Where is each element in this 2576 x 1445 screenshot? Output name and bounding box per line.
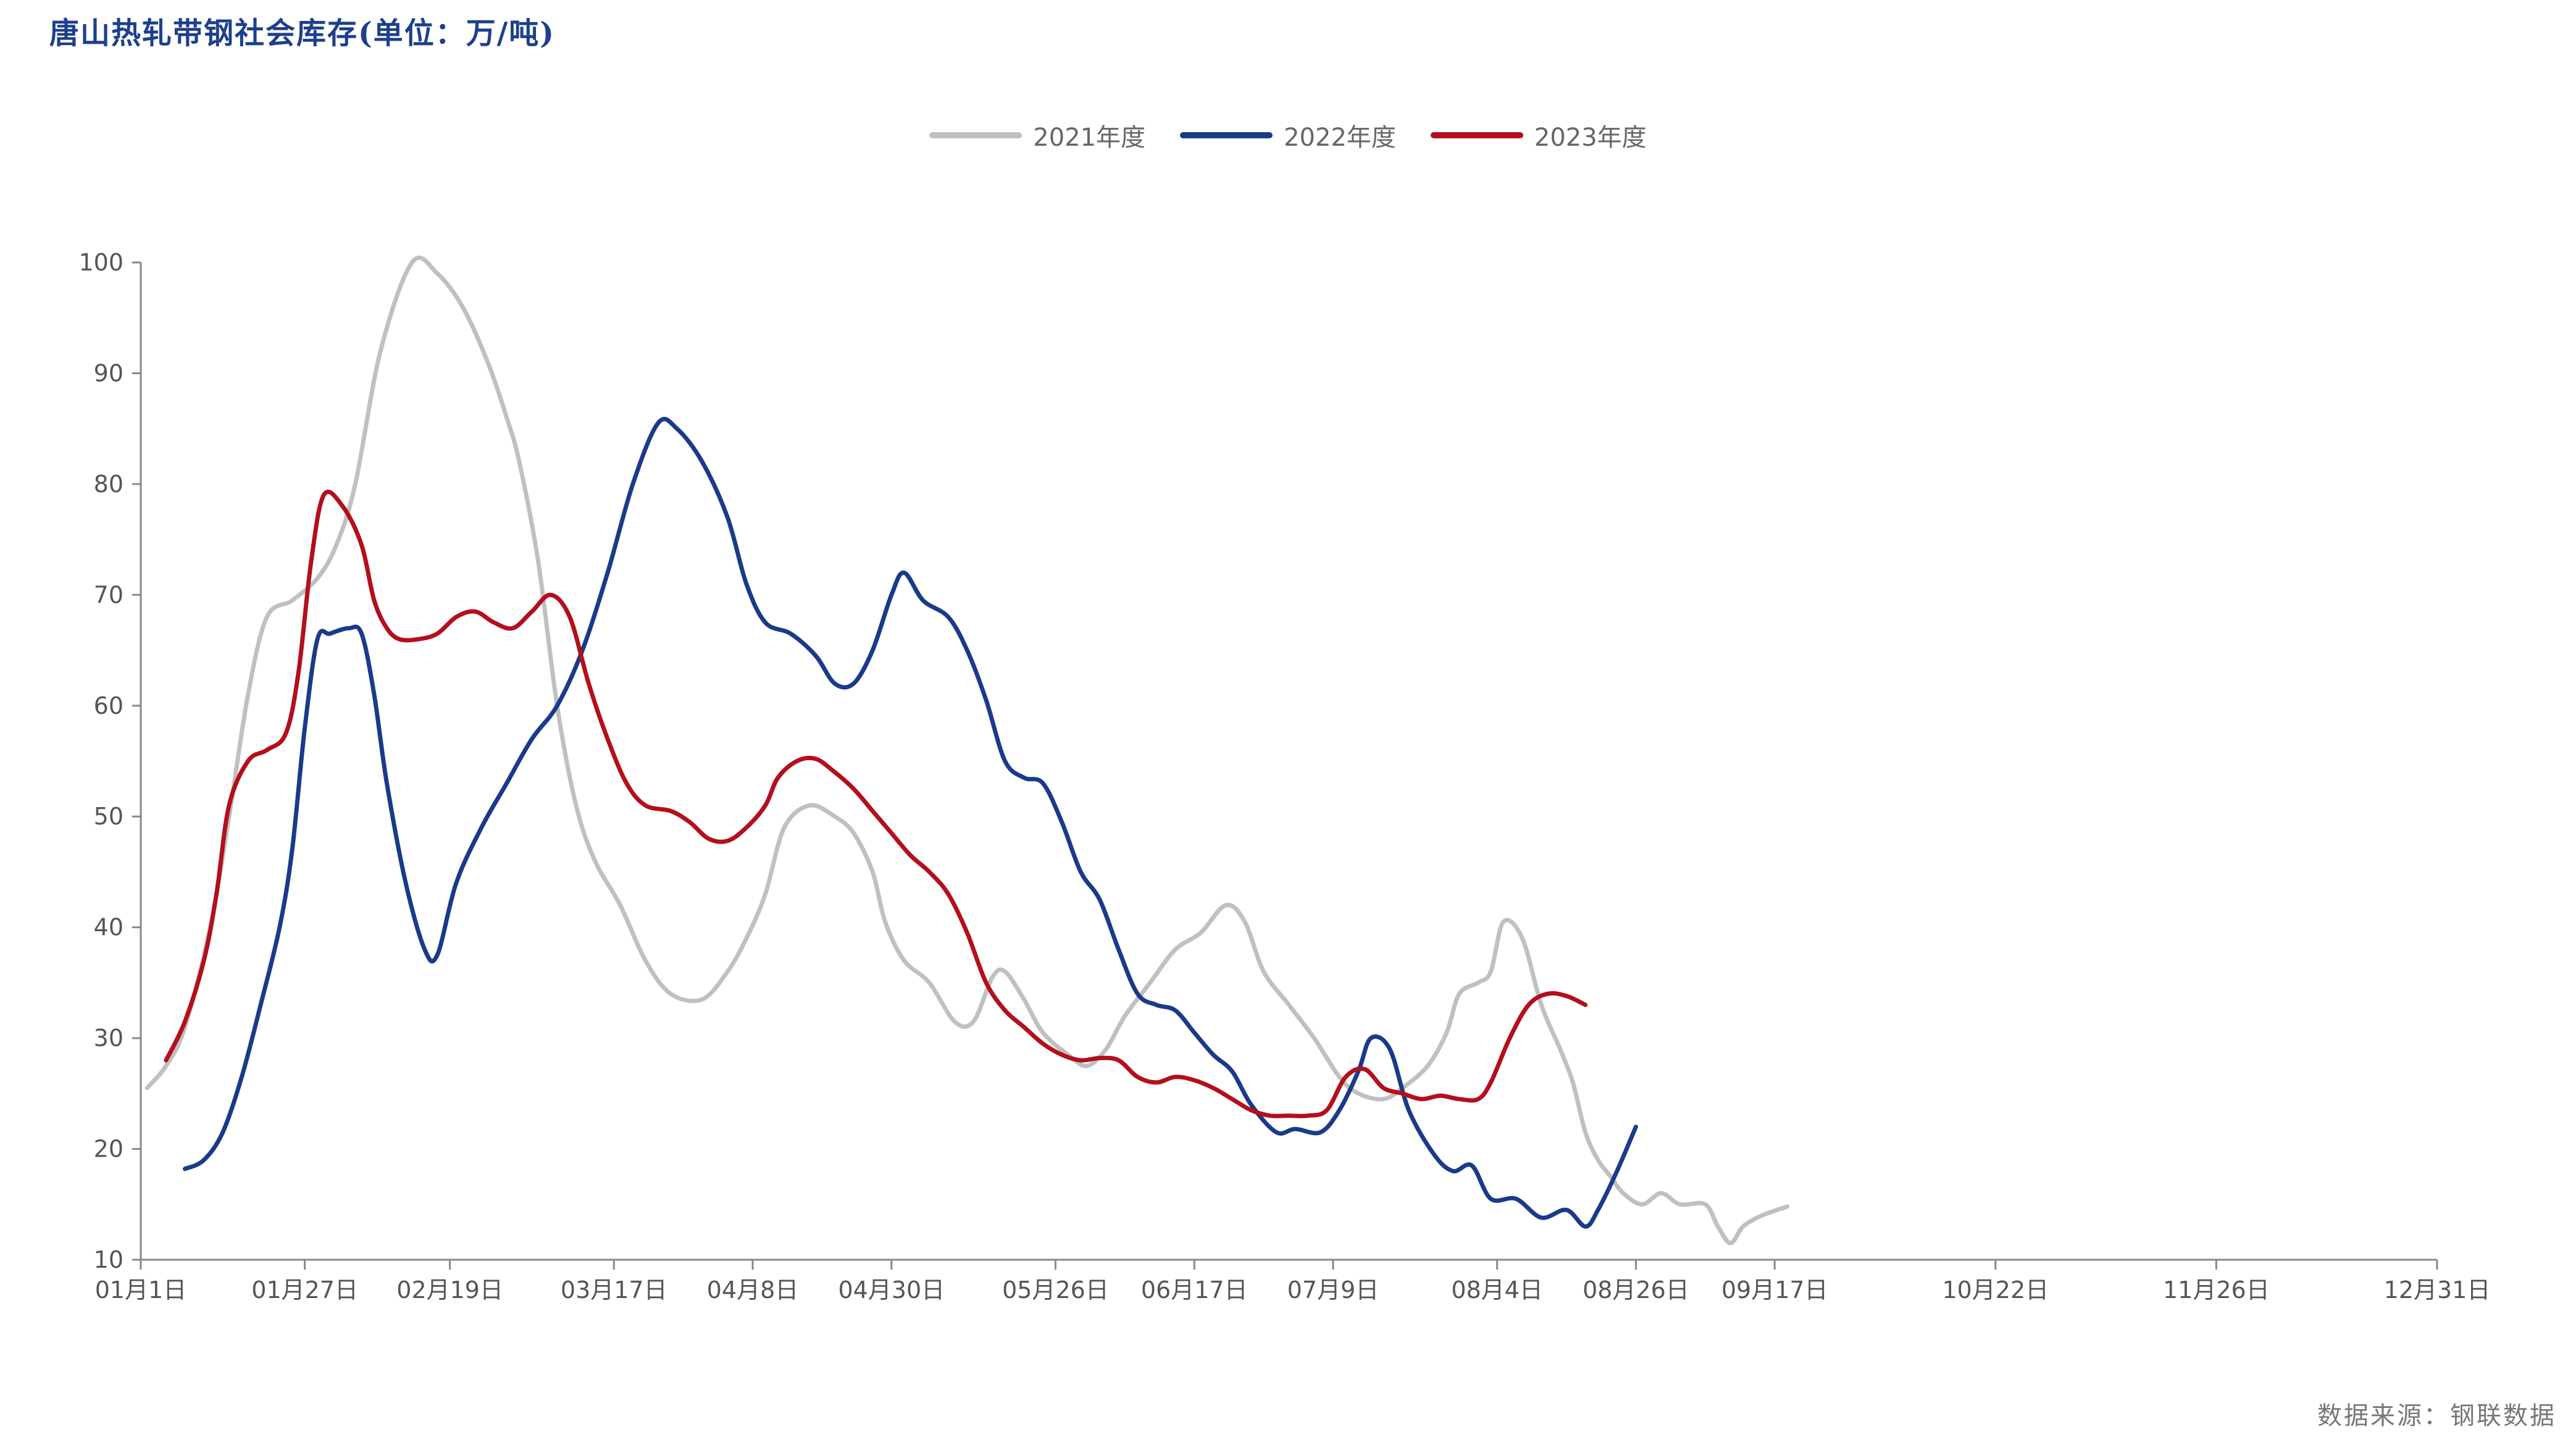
y-tick-label: 70 bbox=[94, 581, 123, 608]
y-tick-label: 40 bbox=[94, 914, 123, 941]
legend-swatch-2021 bbox=[929, 132, 1022, 138]
x-tick-label: 01月27日 bbox=[251, 1276, 358, 1304]
x-tick-label: 09月17日 bbox=[1721, 1276, 1828, 1304]
legend-item-2023[interactable]: 2023年度 bbox=[1430, 117, 1647, 153]
data-source-note: 数据来源：钢联数据 bbox=[2317, 1402, 2556, 1430]
legend-label-2023: 2023年度 bbox=[1534, 124, 1647, 152]
x-tick-label: 11月26日 bbox=[2163, 1276, 2270, 1304]
y-tick-label: 80 bbox=[94, 471, 123, 498]
y-tick-label: 20 bbox=[94, 1136, 123, 1163]
x-tick-label: 03月17日 bbox=[561, 1276, 667, 1304]
x-tick-label: 08月4日 bbox=[1451, 1276, 1543, 1304]
y-tick-label: 60 bbox=[94, 692, 123, 719]
legend-swatch-2022 bbox=[1180, 132, 1273, 138]
legend-swatch-2023 bbox=[1430, 132, 1523, 138]
x-tick-label: 04月30日 bbox=[838, 1276, 945, 1304]
series-line-2022年度[interactable] bbox=[183, 417, 1638, 1229]
y-tick-label: 90 bbox=[94, 359, 123, 387]
x-tick-label: 08月26日 bbox=[1583, 1276, 1689, 1304]
y-tick-label: 10 bbox=[94, 1246, 123, 1273]
x-tick-label: 04月8日 bbox=[707, 1276, 799, 1304]
legend-label-2021: 2021年度 bbox=[1033, 124, 1146, 152]
y-tick-label: 30 bbox=[94, 1024, 123, 1052]
series-line-2023年度[interactable] bbox=[164, 490, 1588, 1118]
x-tick-label: 12月31日 bbox=[2384, 1276, 2491, 1304]
y-tick-label: 50 bbox=[94, 803, 123, 830]
legend: 2021年度 2022年度 2023年度 bbox=[0, 117, 2576, 153]
axes: 10 20 30 40 50 60 70 80 90 100 01月1日 01月27日 02月19日 03… bbox=[78, 249, 2490, 1304]
x-tick-label: 05月26日 bbox=[1002, 1276, 1109, 1304]
legend-item-2022[interactable]: 2022年度 bbox=[1180, 117, 1396, 153]
chart-title: 唐山热轧带钢社会库存(单位：万/吨) bbox=[49, 16, 555, 51]
legend-item-2021[interactable]: 2021年度 bbox=[929, 117, 1145, 153]
series-lines bbox=[144, 255, 1790, 1246]
x-tick-label: 10月22日 bbox=[1942, 1276, 2049, 1304]
x-tick-label: 01月1日 bbox=[95, 1276, 187, 1304]
x-tick-label: 02月19日 bbox=[396, 1276, 503, 1304]
legend-label-2022: 2022年度 bbox=[1284, 124, 1396, 152]
x-tick-label: 07月9日 bbox=[1287, 1276, 1379, 1304]
series-line-2021年度[interactable] bbox=[144, 255, 1790, 1246]
x-tick-label: 06月17日 bbox=[1141, 1276, 1248, 1304]
y-tick-label: 100 bbox=[78, 249, 123, 276]
